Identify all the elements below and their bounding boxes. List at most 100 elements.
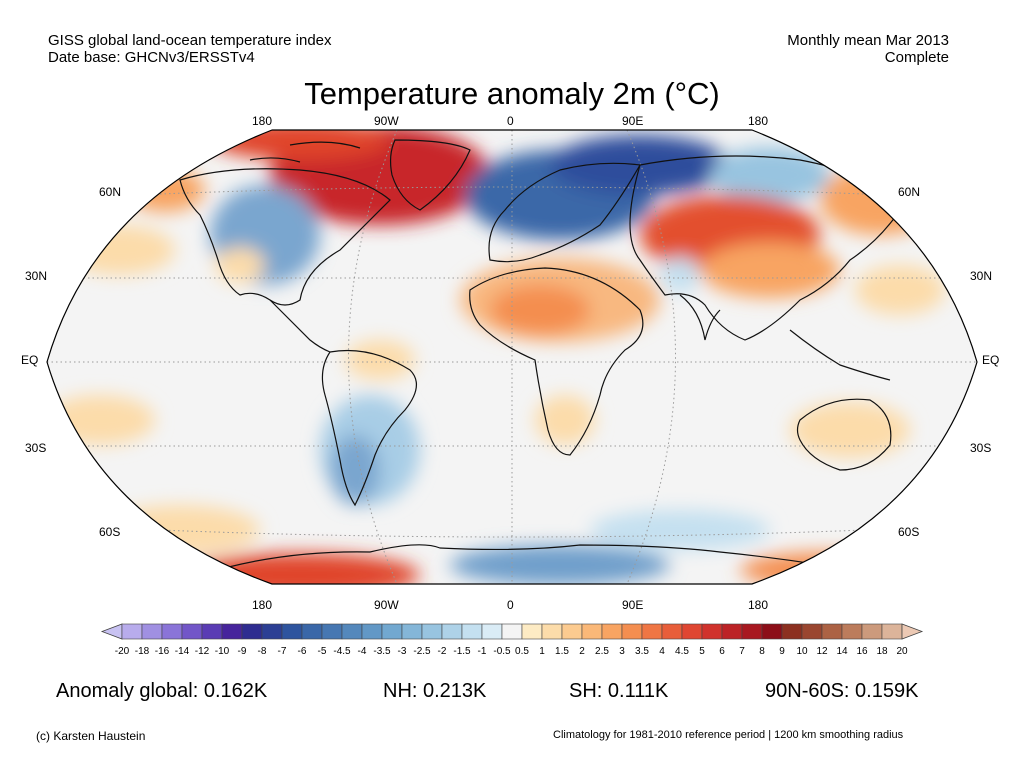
lon-label-top-90e: 90E [622, 114, 644, 128]
colorbar-tick-label: 4.5 [675, 646, 689, 657]
colorbar-swatch [401, 623, 423, 640]
colorbar-swatch [181, 623, 203, 640]
anomaly-china-warm [700, 242, 840, 298]
lat-label-right-60n: 60N [898, 185, 921, 199]
colorbar-swatch [641, 623, 663, 640]
map-title: Temperature anomaly 2m (°C) [304, 76, 720, 111]
anomaly-antarctica-indian-cool [450, 545, 670, 584]
colorbar-tick-label: -3.5 [373, 646, 391, 657]
anomaly-south-pacific-warm [100, 505, 260, 555]
lat-label-left-30s: 30S [25, 441, 47, 455]
colorbar-tick-label: -5 [318, 646, 327, 657]
colorbar-swatch [321, 623, 343, 640]
colorbar-swatch [201, 623, 223, 640]
colorbar-tick-label: 6 [719, 646, 725, 657]
colorbar-tick-label: 8 [759, 646, 765, 657]
anomaly-pacific-nw-warm [855, 265, 945, 315]
colorbar-tick-label: -4.5 [333, 646, 351, 657]
colorbar-tick-label: 2.5 [595, 646, 609, 657]
south-america-coast [321, 349, 417, 507]
colorbar-tick-label: -7 [278, 646, 287, 657]
colorbar-tick-label: -0.5 [493, 646, 511, 657]
lat-label-right-30s: 30S [970, 441, 992, 455]
lat-label-left-60s: 60S [99, 525, 121, 539]
lon-label-top-180e: 180 [748, 114, 769, 128]
asia-coast [629, 155, 901, 341]
colorbar-swatch [561, 623, 583, 640]
colorbar-swatch [521, 623, 543, 640]
lon-label-bottom-0: 0 [507, 598, 514, 612]
anomaly-south-africa-warm [535, 395, 595, 445]
stat-nh: NH: 0.213K [383, 680, 487, 702]
colorbar-swatch [841, 623, 863, 640]
colorbar-swatch [881, 623, 903, 640]
colorbar-tick-label: -14 [175, 646, 190, 657]
anomaly-patagonia-cool [330, 435, 380, 505]
colorbar-swatch [141, 623, 163, 640]
coastlines [179, 139, 938, 576]
colorbar-tick-label: -4 [358, 646, 367, 657]
anomaly-siberia-cool [710, 147, 830, 203]
colorbar-tick-label: 18 [876, 646, 888, 657]
anomaly-sahara-warm [490, 285, 590, 335]
colorbar-tick-label: -18 [135, 646, 150, 657]
colorbar-tick-label: -6 [298, 646, 307, 657]
colorbar-swatch [341, 623, 363, 640]
climatology-note: Climatology for 1981-2010 reference peri… [553, 729, 904, 741]
anomaly-alaska-warm [125, 168, 205, 212]
colorbar-tick-label: 1 [539, 646, 545, 657]
colorbar-tick-label: 4 [659, 646, 665, 657]
colorbar: -20 -18 -16 -14 -12 -10 -9 -8 -7 -6 -5 -4.5 -4 -3.5 -3… [100, 623, 924, 657]
anomaly-australia-warm [790, 402, 910, 458]
lon-label-bottom-180w: 180 [252, 598, 273, 612]
colorbar-tick-label: 9 [779, 646, 785, 657]
colorbar-swatch [381, 623, 403, 640]
colorbar-tick-label: 7 [739, 646, 745, 657]
central-america-coast [269, 299, 331, 353]
lat-label-right-60s: 60S [898, 525, 920, 539]
colorbar-swatch [501, 623, 523, 640]
colorbar-tick-label: -1 [478, 646, 487, 657]
lat-label-left-eq: EQ [21, 353, 39, 367]
lon-label-bottom-90w: 90W [374, 598, 399, 612]
colorbar-tick-label: 20 [896, 646, 908, 657]
colorbar-swatch [681, 623, 703, 640]
colorbar-tick-label: 1.5 [555, 646, 569, 657]
colorbar-swatch [821, 623, 843, 640]
lon-label-bottom-180e: 180 [748, 598, 769, 612]
australia-coast [796, 398, 892, 471]
colorbar-swatch [661, 623, 683, 640]
arctic-islands-coast [249, 141, 361, 163]
anomaly-north-pacific-warm [65, 225, 175, 275]
colorbar-tick-label: -12 [195, 646, 210, 657]
colorbar-tick-label: 0.5 [515, 646, 529, 657]
anomaly-us-south-warm [215, 247, 265, 283]
colorbar-swatch [601, 623, 623, 640]
completeness-label: Complete [884, 49, 949, 66]
lon-label-top-90w: 90W [374, 114, 399, 128]
colorbar-swatch [761, 623, 783, 640]
colorbar-swatch [781, 623, 803, 640]
colorbar-swatch [261, 623, 283, 640]
colorbar-tick-label: -10 [215, 646, 230, 657]
colorbar-swatch [221, 623, 243, 640]
colorbar-swatch [861, 623, 883, 640]
colorbar-tick-label: 2 [579, 646, 585, 657]
anomaly-far-east-warm [820, 165, 940, 235]
colorbar-tick-label: 10 [796, 646, 808, 657]
colorbar-tick-label: -3 [398, 646, 407, 657]
copyright: (c) Karsten Haustein [36, 729, 146, 743]
colorbar-swatch [121, 623, 143, 640]
colorbar-swatch [541, 623, 563, 640]
africa-coast [469, 267, 644, 456]
stat-polar: 90N-60S: 0.159K [765, 680, 919, 702]
colorbar-swatch [621, 623, 643, 640]
colorbar-tick-label: 5 [699, 646, 705, 657]
colorbar-tick-label: -2.5 [413, 646, 431, 657]
colorbar-swatch [721, 623, 743, 640]
colorbar-swatch [441, 623, 463, 640]
colorbar-swatch [741, 623, 763, 640]
greenland-coast [389, 139, 471, 211]
colorbar-swatch [481, 623, 503, 640]
dataset-name: GISS global land-ocean temperature index [48, 32, 332, 49]
